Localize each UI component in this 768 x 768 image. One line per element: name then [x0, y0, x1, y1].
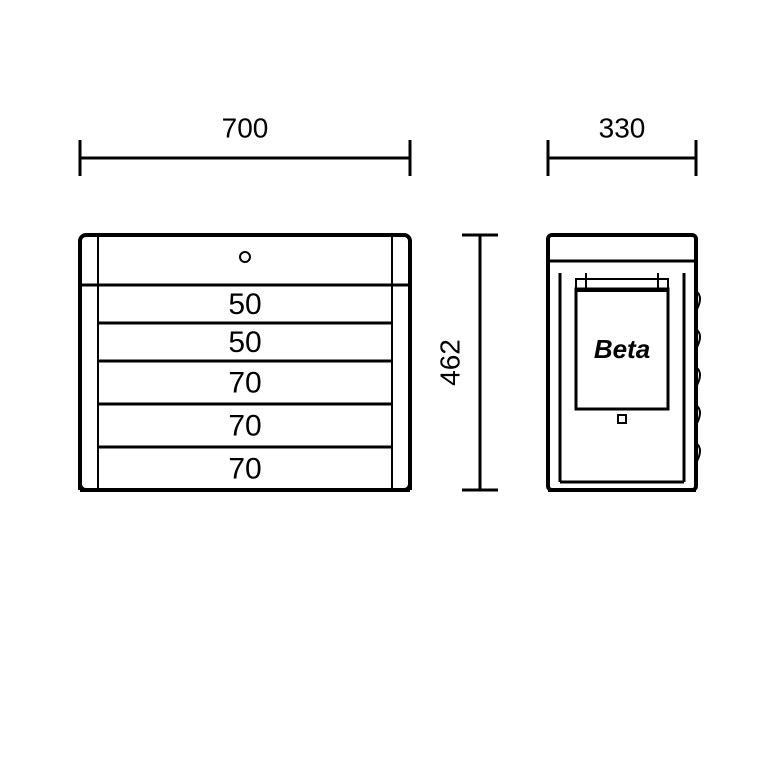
drawer-label: 70: [228, 452, 261, 485]
drawer-label: 70: [228, 366, 261, 399]
dim-width-front-label: 700: [222, 112, 269, 143]
drawer-label: 50: [228, 288, 261, 321]
drawer-label: 70: [228, 409, 261, 442]
drawer-label: 50: [228, 326, 261, 359]
dim-depth-side-label: 330: [599, 112, 646, 143]
brand-label: Beta: [594, 334, 650, 364]
dim-height-label: 462: [434, 339, 465, 386]
